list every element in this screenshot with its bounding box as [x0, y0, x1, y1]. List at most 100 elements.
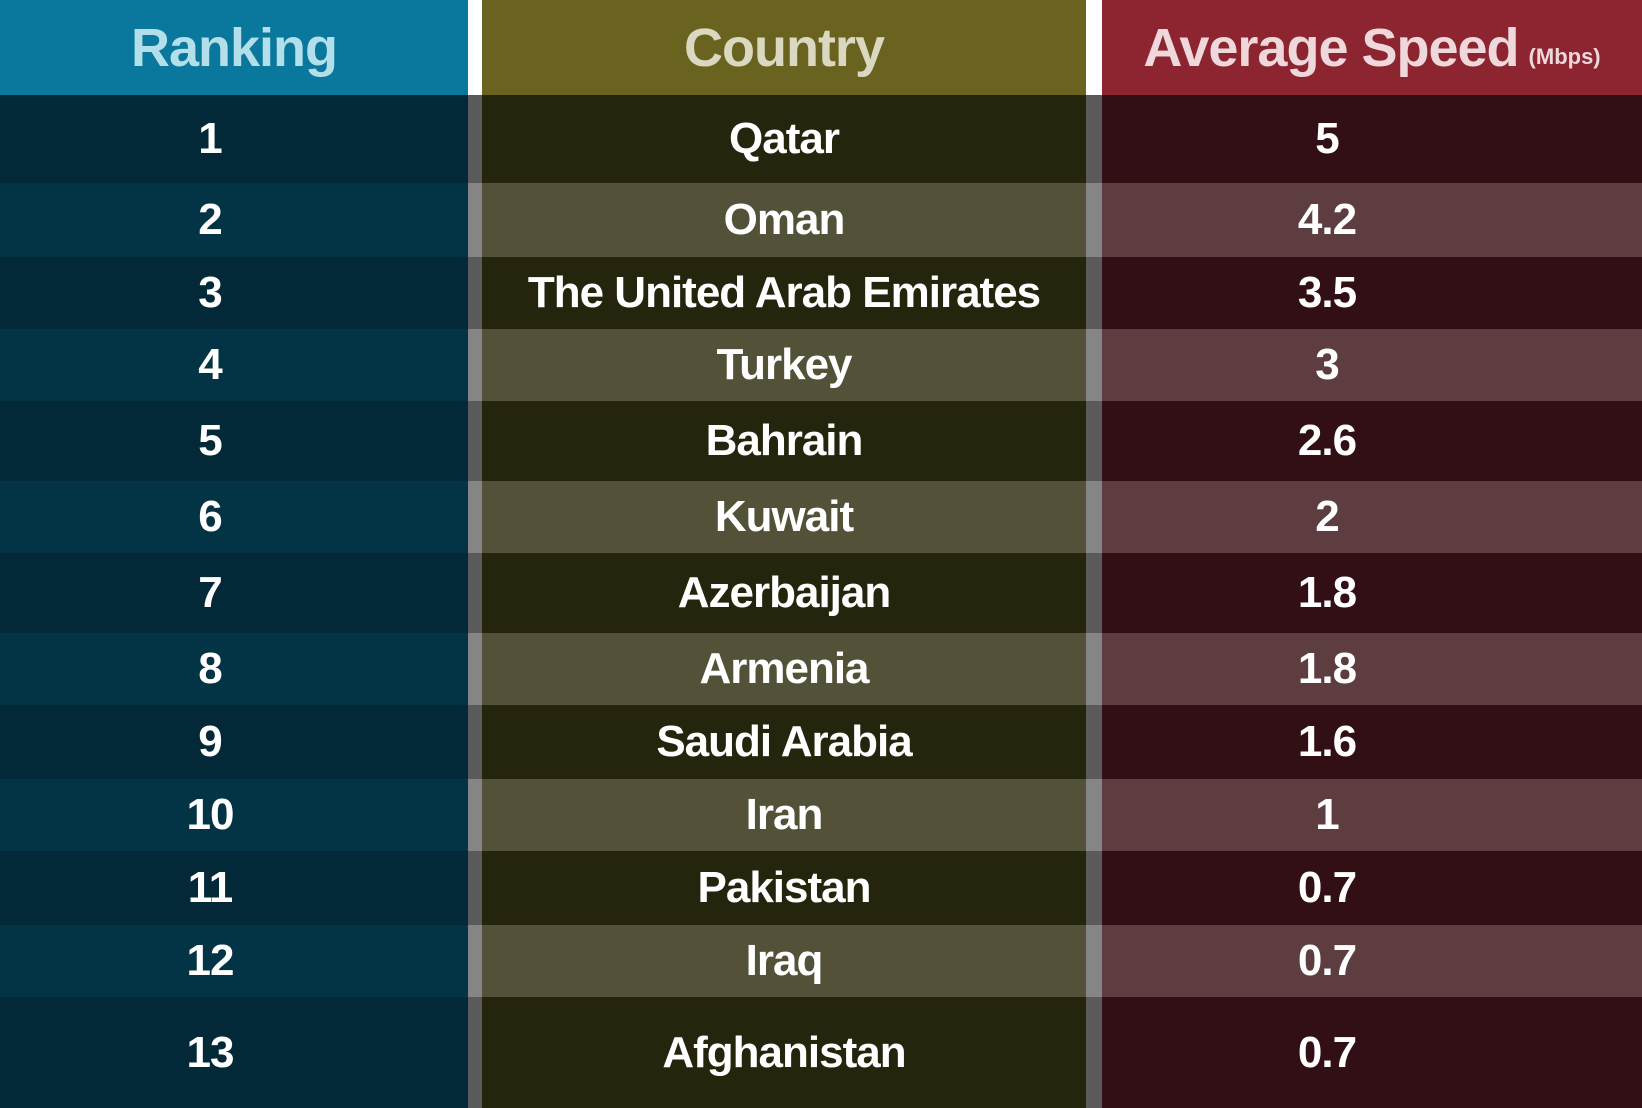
rank-cell-value: 5 [198, 416, 223, 465]
country-cell-value: Pakistan [697, 863, 872, 912]
column-divider [1086, 401, 1102, 481]
speed-cell-value: 3 [1315, 340, 1340, 389]
speed-cell: 0.7 [1102, 851, 1642, 925]
table-row: 1 Qatar 5 [0, 95, 1642, 183]
country-cell: Iraq [482, 925, 1086, 997]
column-divider [468, 779, 482, 851]
speed-cell: 0.7 [1102, 997, 1642, 1108]
rank-cell: 2 [0, 183, 468, 257]
speed-cell: 2.6 [1102, 401, 1642, 481]
column-divider [1086, 851, 1102, 925]
country-cell: Saudi Arabia [482, 705, 1086, 779]
table-row: 8 Armenia 1.8 [0, 633, 1642, 705]
table-row: 11 Pakistan 0.7 [0, 851, 1642, 925]
country-cell-value: Oman [723, 195, 846, 244]
speed-cell-value: 4.2 [1297, 195, 1357, 244]
speed-cell: 5 [1102, 95, 1642, 183]
column-divider [1086, 925, 1102, 997]
country-cell-value: Bahrain [705, 416, 864, 465]
header-country-label: Country [684, 17, 885, 78]
country-cell: Azerbaijan [482, 553, 1086, 633]
table-row: 9 Saudi Arabia 1.6 [0, 705, 1642, 779]
country-cell-value: The United Arab Emirates [527, 268, 1041, 317]
column-divider [1086, 997, 1102, 1108]
table-row: 4 Turkey 3 [0, 329, 1642, 401]
rank-cell-value: 2 [198, 195, 223, 244]
rank-cell: 10 [0, 779, 468, 851]
column-divider [1086, 257, 1102, 329]
speed-cell-value: 0.7 [1297, 936, 1357, 985]
column-divider [468, 183, 482, 257]
column-divider [468, 481, 482, 553]
rank-cell: 3 [0, 257, 468, 329]
column-divider [468, 553, 482, 633]
speed-cell-value: 1.6 [1297, 717, 1357, 766]
table-header: Ranking Country Average Speed (Mbps) [0, 0, 1642, 95]
rank-cell-value: 13 [186, 1027, 235, 1077]
speed-cell: 0.7 [1102, 925, 1642, 997]
speed-cell-value: 1.8 [1297, 568, 1357, 617]
country-cell: Oman [482, 183, 1086, 257]
rank-cell: 12 [0, 925, 468, 997]
country-cell-value: Qatar [729, 114, 840, 163]
speed-cell-value: 1.8 [1297, 644, 1357, 693]
column-divider [1086, 705, 1102, 779]
country-cell: Armenia [482, 633, 1086, 705]
speed-cell: 1.8 [1102, 633, 1642, 705]
country-cell-value: Iran [745, 790, 824, 839]
table-row: 12 Iraq 0.7 [0, 925, 1642, 997]
column-divider [468, 401, 482, 481]
table-row: 13 Afghanistan 0.7 [0, 997, 1642, 1108]
country-cell-value: Iraq [745, 936, 824, 985]
rank-cell: 6 [0, 481, 468, 553]
country-cell: Iran [482, 779, 1086, 851]
country-cell: Turkey [482, 329, 1086, 401]
rank-cell-value: 1 [198, 114, 223, 163]
column-divider [468, 257, 482, 329]
rank-cell: 9 [0, 705, 468, 779]
speed-cell: 3.5 [1102, 257, 1642, 329]
rank-cell: 13 [0, 997, 468, 1108]
table-row: 6 Kuwait 2 [0, 481, 1642, 553]
country-cell-value: Azerbaijan [677, 568, 892, 617]
rank-cell-value: 8 [198, 644, 223, 693]
table-row: 10 Iran 1 [0, 779, 1642, 851]
rank-cell: 8 [0, 633, 468, 705]
rank-cell: 5 [0, 401, 468, 481]
country-cell-value: Saudi Arabia [656, 717, 912, 766]
column-divider [1086, 553, 1102, 633]
speed-cell: 4.2 [1102, 183, 1642, 257]
speed-cell: 2 [1102, 481, 1642, 553]
rank-cell: 1 [0, 95, 468, 183]
country-cell-value: Afghanistan [662, 1027, 906, 1077]
header-ranking-label: Ranking [130, 17, 338, 78]
header-country: Country [482, 0, 1086, 95]
column-divider [1086, 95, 1102, 183]
speed-cell: 1.8 [1102, 553, 1642, 633]
speed-cell-value: 0.7 [1297, 1027, 1357, 1077]
table-row: 3 The United Arab Emirates 3.5 [0, 257, 1642, 329]
rank-cell-value: 3 [198, 268, 223, 317]
speed-cell-value: 2 [1315, 492, 1340, 541]
header-speed-label: Average Speed [1143, 17, 1519, 78]
column-divider [1086, 779, 1102, 851]
column-divider [468, 95, 482, 183]
speed-cell-value: 5 [1315, 114, 1340, 163]
column-divider [1086, 481, 1102, 553]
country-cell: Bahrain [482, 401, 1086, 481]
speed-cell: 1.6 [1102, 705, 1642, 779]
column-divider [1086, 633, 1102, 705]
speed-cell: 1 [1102, 779, 1642, 851]
column-divider [468, 633, 482, 705]
country-cell-value: Turkey [716, 340, 852, 389]
rank-cell: 11 [0, 851, 468, 925]
column-divider [468, 851, 482, 925]
table-row: 5 Bahrain 2.6 [0, 401, 1642, 481]
rank-cell-value: 9 [198, 717, 223, 766]
speed-cell-value: 3.5 [1297, 268, 1357, 317]
rank-cell-value: 7 [198, 568, 223, 617]
rank-cell-value: 4 [198, 340, 223, 389]
table-row: 2 Oman 4.2 [0, 183, 1642, 257]
country-cell: The United Arab Emirates [482, 257, 1086, 329]
